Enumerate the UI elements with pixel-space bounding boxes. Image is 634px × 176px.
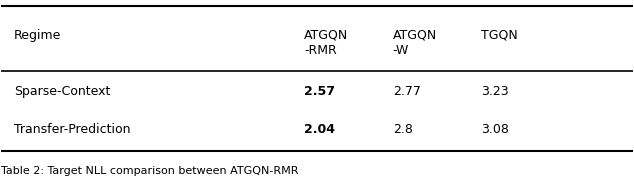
Text: 2.04: 2.04 (304, 123, 335, 136)
Text: 3.08: 3.08 (481, 123, 509, 136)
Text: ATGQN
-W: ATGQN -W (392, 29, 437, 57)
Text: 3.23: 3.23 (481, 85, 508, 98)
Text: 2.57: 2.57 (304, 85, 335, 98)
Text: Transfer-Prediction: Transfer-Prediction (14, 123, 131, 136)
Text: Regime: Regime (14, 29, 61, 42)
Text: Sparse-Context: Sparse-Context (14, 85, 110, 98)
Text: TGQN: TGQN (481, 29, 518, 42)
Text: Table 2: Target NLL comparison between ATGQN-RMR: Table 2: Target NLL comparison between A… (1, 166, 299, 176)
Text: 2.8: 2.8 (392, 123, 413, 136)
Text: 2.77: 2.77 (392, 85, 420, 98)
Text: ATGQN
-RMR: ATGQN -RMR (304, 29, 349, 57)
